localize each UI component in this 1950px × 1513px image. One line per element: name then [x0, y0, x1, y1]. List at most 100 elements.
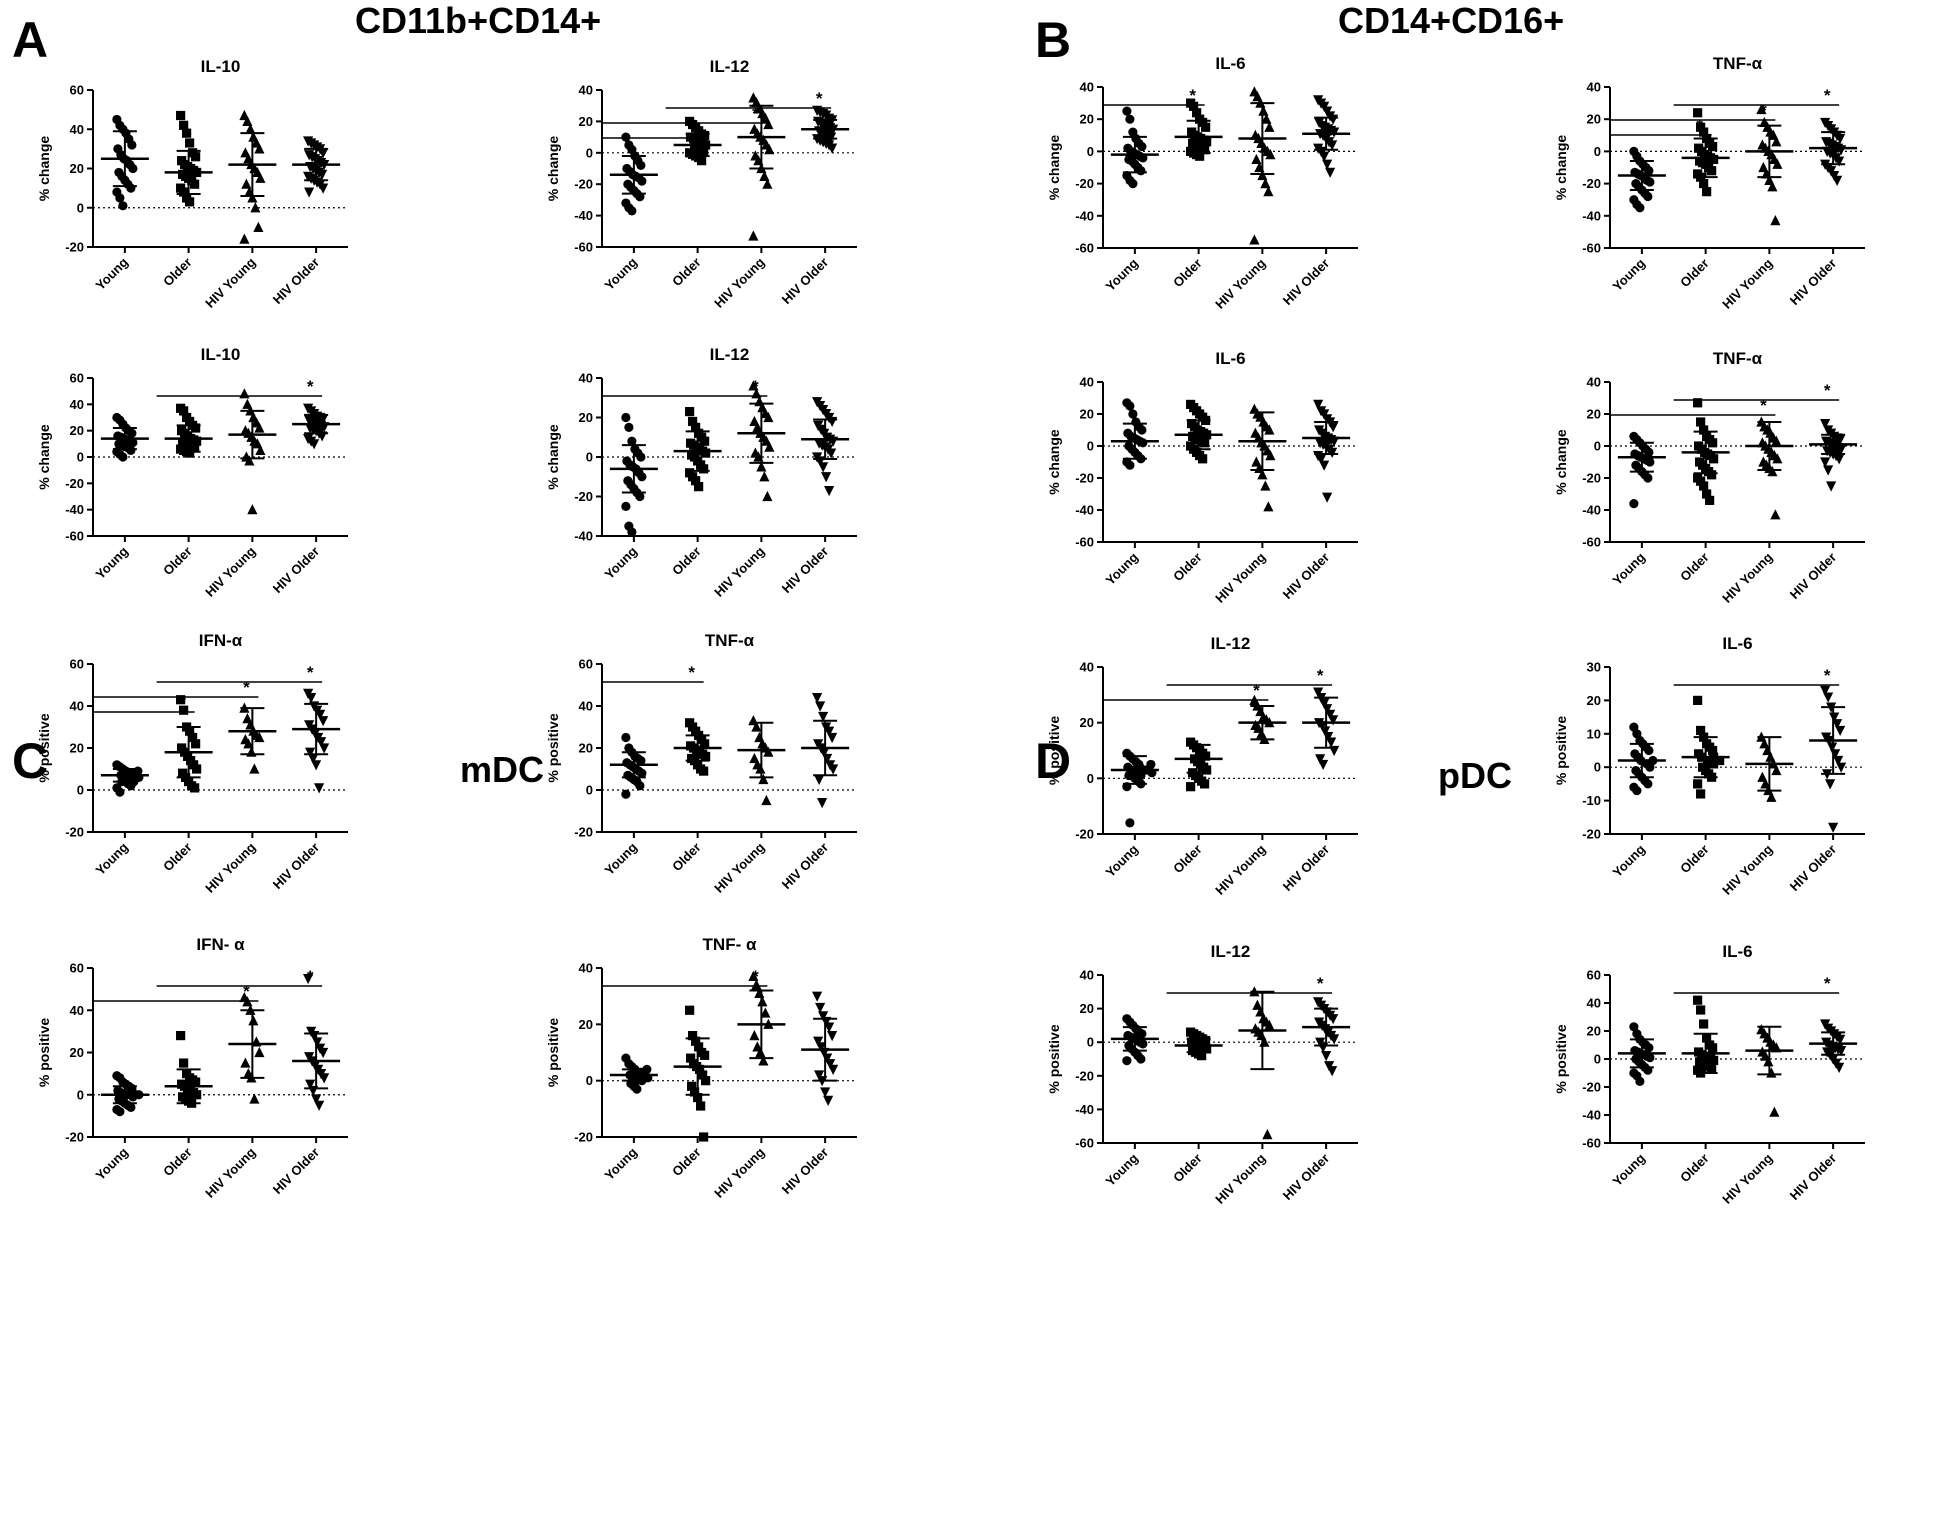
data-point — [1771, 136, 1782, 147]
y-tick-label: 20 — [579, 1017, 593, 1032]
data-point — [1756, 103, 1767, 115]
data-point — [1709, 454, 1719, 464]
data-point — [303, 973, 314, 985]
data-point — [1835, 435, 1846, 446]
data-point — [751, 721, 762, 732]
x-tick-label: HIV Young — [711, 543, 767, 599]
data-point — [179, 1058, 189, 1068]
x-tick-label: HIV Young — [202, 543, 258, 599]
data-point — [814, 1070, 825, 1081]
data-point — [688, 416, 698, 427]
data-point — [1823, 465, 1834, 476]
x-tick-label: HIV Young — [202, 839, 258, 895]
y-tick-label: 40 — [1080, 375, 1094, 390]
data-point — [1705, 495, 1715, 505]
x-tick-label: Young — [1609, 841, 1648, 880]
y-tick-label: 20 — [1587, 112, 1601, 127]
data-point — [255, 444, 266, 456]
y-tick-label: -60 — [65, 529, 84, 544]
data-point — [1136, 1054, 1146, 1064]
data-point — [759, 471, 770, 482]
data-point — [1832, 175, 1843, 186]
x-tick-label: Older — [1677, 256, 1712, 291]
y-axis-label: % positive — [36, 1018, 52, 1087]
significance-star: * — [307, 663, 314, 682]
data-point — [185, 138, 195, 148]
data-point — [621, 789, 631, 799]
x-tick-label: HIV Young — [1212, 549, 1268, 605]
y-tick-label: 20 — [1587, 1024, 1601, 1039]
y-axis-label: % positive — [545, 713, 561, 782]
chart-title: IFN- α — [196, 935, 245, 954]
data-point — [188, 732, 198, 743]
y-tick-label: 40 — [579, 371, 593, 386]
data-point — [1257, 469, 1268, 480]
data-point — [1321, 1051, 1332, 1062]
data-point — [1327, 447, 1338, 458]
significance-star: * — [1824, 86, 1831, 105]
data-point — [241, 178, 252, 189]
data-point — [621, 501, 631, 511]
data-point — [1192, 108, 1202, 118]
y-tick-label: -60 — [1582, 241, 1601, 256]
data-point — [1328, 715, 1339, 726]
data-point — [115, 1107, 125, 1117]
data-point — [239, 388, 250, 399]
data-point — [1835, 133, 1846, 145]
data-point — [318, 1047, 329, 1059]
data-point — [751, 979, 762, 990]
panel-letter-a: A — [12, 12, 48, 68]
y-tick-label: 60 — [70, 961, 84, 976]
data-point — [1771, 764, 1782, 776]
data-point — [1834, 156, 1845, 167]
data-point — [318, 183, 329, 194]
data-point — [636, 756, 646, 766]
y-tick-label: 0 — [586, 1073, 593, 1088]
chart-title: TNF-α — [1713, 349, 1763, 368]
significance-star: * — [1696, 116, 1703, 135]
y-tick-label: 40 — [1587, 375, 1601, 390]
data-point — [314, 783, 325, 794]
x-tick-label: HIV Older — [1787, 256, 1840, 309]
y-tick-label: 0 — [1594, 144, 1601, 159]
data-point — [1202, 765, 1212, 775]
data-point — [827, 143, 838, 154]
data-point — [255, 172, 266, 183]
data-point — [1322, 492, 1333, 503]
data-point — [699, 146, 709, 156]
chart-title: IL-12 — [710, 345, 750, 364]
chart-title: IL-6 — [1215, 54, 1245, 73]
data-point — [624, 422, 634, 432]
data-point — [1263, 501, 1274, 512]
data-point — [253, 221, 264, 232]
data-point — [1262, 1129, 1273, 1140]
x-tick-label: Young — [1609, 255, 1648, 294]
data-point — [179, 120, 189, 130]
y-tick-label: 0 — [1087, 144, 1094, 159]
y-axis-label: % positive — [1046, 1024, 1062, 1093]
data-point — [813, 1036, 824, 1047]
data-point — [1264, 1019, 1275, 1030]
y-tick-label: -20 — [1582, 176, 1601, 191]
data-point — [1328, 422, 1339, 433]
data-point — [1128, 179, 1138, 189]
x-tick-label: HIV Young — [1212, 1150, 1268, 1206]
data-point — [816, 1042, 827, 1053]
data-point — [812, 991, 823, 1002]
y-axis-label: % change — [36, 136, 52, 202]
y-tick-label: 0 — [1594, 1052, 1601, 1067]
data-point — [1767, 181, 1778, 192]
data-point — [817, 798, 828, 809]
y-tick-label: -10 — [1582, 793, 1601, 808]
data-point — [1825, 779, 1836, 790]
y-tick-label: -20 — [1582, 471, 1601, 486]
y-tick-label: 0 — [1594, 760, 1601, 775]
y-tick-label: 0 — [586, 145, 593, 160]
x-tick-label: HIV Older — [1280, 256, 1333, 309]
data-point — [1769, 1106, 1780, 1117]
y-axis-label: % positive — [36, 713, 52, 782]
y-tick-label: 0 — [586, 450, 593, 465]
y-tick-label: 60 — [70, 83, 84, 98]
y-axis-label: % positive — [1553, 716, 1569, 785]
